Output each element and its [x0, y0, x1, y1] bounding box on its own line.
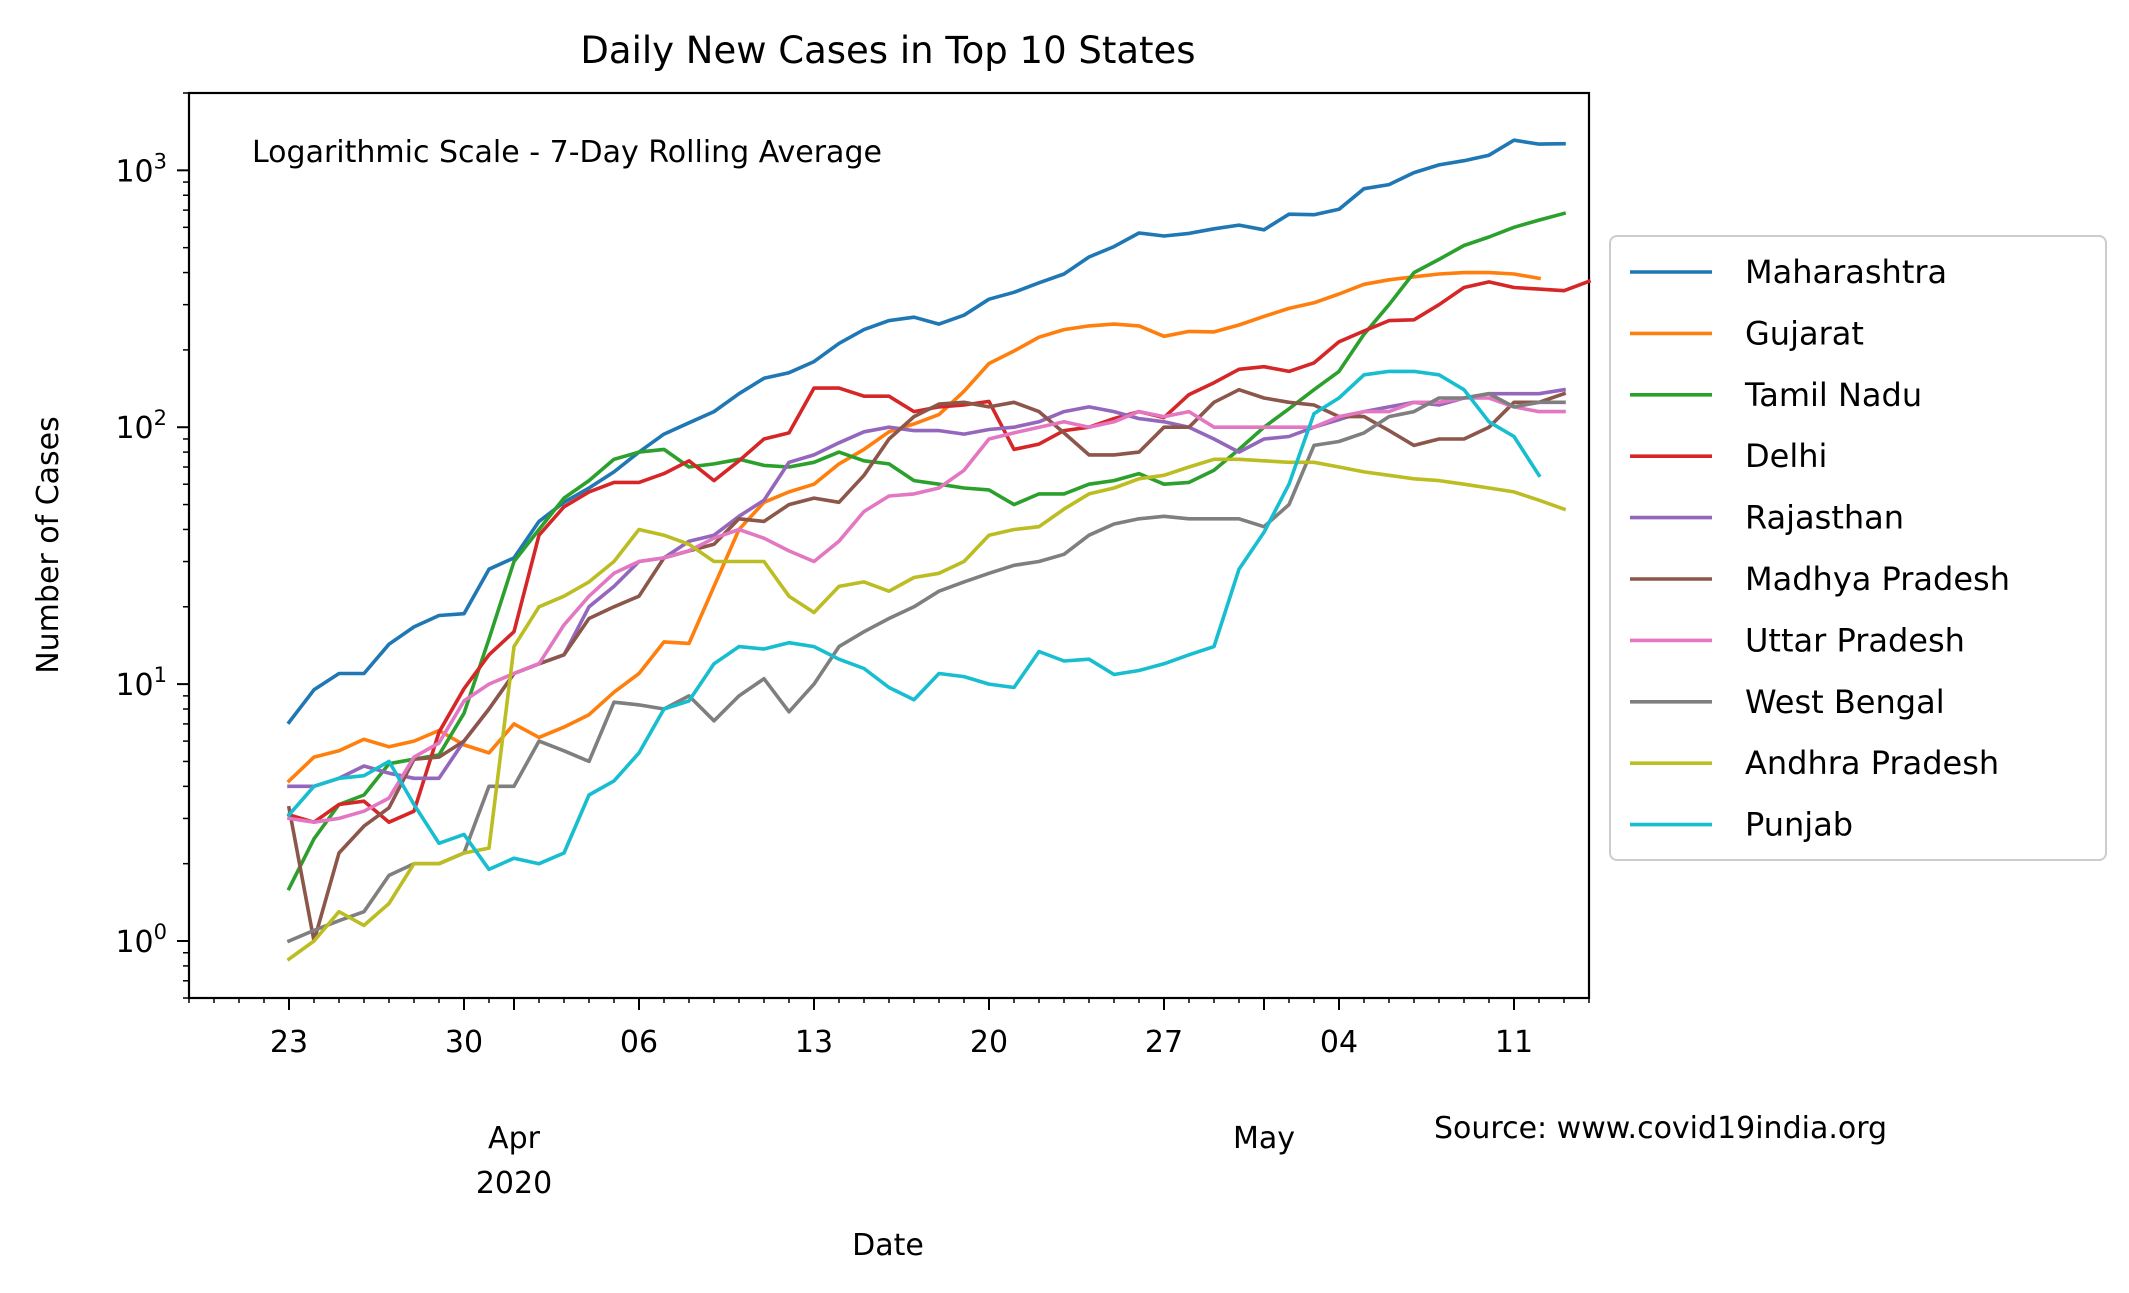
series-line-tamil-nadu — [286, 211, 1567, 892]
series-line-punjab — [286, 369, 1542, 872]
chart-title: Daily New Cases in Top 10 States — [580, 29, 1195, 72]
legend-label-uttar-pradesh: Uttar Pradesh — [1745, 621, 1965, 659]
x-tick-label: 11 — [1495, 1025, 1533, 1060]
x-month-label: Apr — [488, 1121, 541, 1156]
series-line-delhi — [286, 278, 1592, 825]
y-tick-label: 103 — [115, 149, 167, 189]
y-tick-label: 102 — [115, 406, 167, 446]
legend-label-gujarat: Gujarat — [1745, 314, 1864, 352]
x-tick-label: 04 — [1320, 1025, 1358, 1060]
series-line-uttar-pradesh — [286, 396, 1566, 825]
series-line-andhra-pradesh — [286, 457, 1567, 962]
source-note: Source: www.covid19india.org — [1434, 1111, 1887, 1146]
legend-label-rajasthan: Rajasthan — [1745, 499, 1904, 537]
x-axis: 23 30 06 13 20 27 04 11 Apr 2020 May — [188, 998, 1590, 1201]
y-tick-label: 101 — [115, 663, 167, 703]
legend-label-tamil-nadu: Tamil Nadu — [1744, 376, 1922, 414]
series-layer — [286, 138, 1592, 962]
series-line-west-bengal — [286, 391, 1566, 944]
legend-label-andhra-pradesh: Andhra Pradesh — [1745, 744, 1999, 782]
chart-subtitle: Logarithmic Scale - 7-Day Rolling Averag… — [252, 135, 882, 170]
legend-label-maharashtra: Maharashtra — [1745, 253, 1947, 291]
x-axis-label: Date — [852, 1228, 924, 1263]
legend-label-west-bengal: West Bengal — [1745, 683, 1945, 721]
x-tick-label: 30 — [445, 1025, 483, 1060]
series-line-madhya-pradesh — [286, 387, 1567, 943]
legend-frame — [1609, 235, 2107, 861]
y-axis: 100 101 102 103 — [115, 92, 189, 999]
y-tick-label: 100 — [115, 920, 167, 960]
x-tick-label: 20 — [970, 1025, 1008, 1060]
x-tick-label: 27 — [1145, 1025, 1183, 1060]
plot-frame — [187, 91, 1591, 1000]
series-line-gujarat — [286, 270, 1542, 784]
x-tick-label: 13 — [795, 1025, 833, 1060]
y-axis-label: Number of Cases — [31, 416, 66, 674]
x-year-label: 2020 — [476, 1166, 552, 1201]
legend: Maharashtra Gujarat Tamil Nadu Delhi Rajasth… — [1609, 235, 2107, 861]
legend-label-delhi: Delhi — [1745, 437, 1827, 475]
x-tick-label: 06 — [620, 1025, 658, 1060]
legend-label-madhya-pradesh: Madhya Pradesh — [1745, 560, 2010, 598]
plot-area: Logarithmic Scale - 7-Day Rolling Averag… — [115, 91, 1592, 1201]
x-tick-label: 23 — [270, 1025, 308, 1060]
x-month-label: May — [1233, 1121, 1295, 1156]
series-line-maharashtra — [286, 138, 1566, 725]
legend-label-punjab: Punjab — [1745, 806, 1853, 844]
